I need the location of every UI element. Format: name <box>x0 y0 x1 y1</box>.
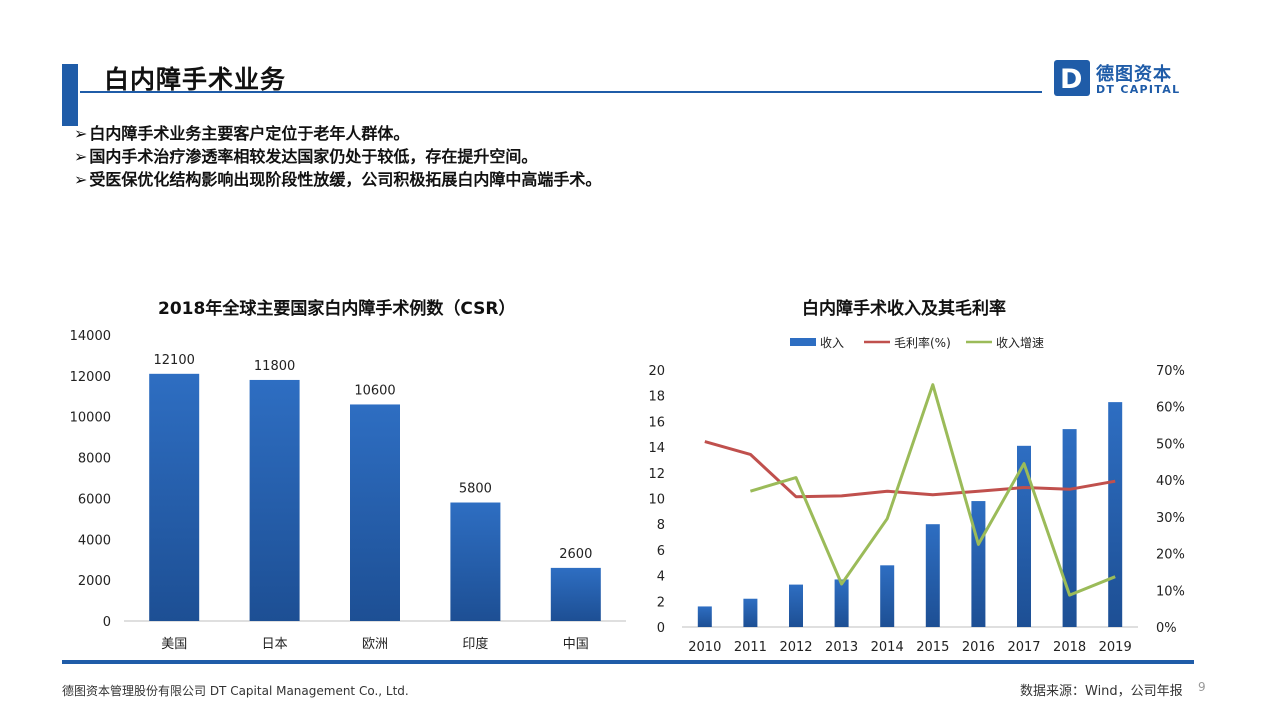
x-tick-label: 2013 <box>825 640 858 655</box>
bar-revenue-2019 <box>1108 402 1123 627</box>
legend-swatch-revenue <box>790 338 816 346</box>
x-tick-label: 2018 <box>1053 640 1086 655</box>
y-left-tick-label: 8 <box>657 518 665 533</box>
x-tick-label: 美国 <box>161 637 187 652</box>
y-left-tick-label: 6 <box>657 544 665 559</box>
y-right-tick-label: 50% <box>1156 437 1185 452</box>
footer-line <box>62 660 1194 664</box>
x-tick-label: 2011 <box>734 640 767 655</box>
x-tick-label: 2015 <box>916 640 949 655</box>
y-tick-label: 6000 <box>78 492 111 507</box>
y-tick-label: 12000 <box>70 370 111 385</box>
legend-label: 收入 <box>820 336 844 350</box>
y-tick-label: 2000 <box>78 574 111 589</box>
bullet-item: ➢ 受医保优化结构影响出现阶段性放缓，公司积极拓展白内障中高端手术。 <box>74 170 602 189</box>
x-tick-label: 2010 <box>688 640 721 655</box>
y-tick-label: 14000 <box>70 329 111 344</box>
line-revenue-growth <box>749 383 1116 597</box>
x-tick-label: 印度 <box>462 636 488 652</box>
data-label: 10600 <box>354 383 395 398</box>
y-right-tick-label: 20% <box>1156 548 1185 563</box>
chart2-title: 白内障手术收入及其毛利率 <box>802 299 1006 319</box>
arrow-bullet-icon: ➢ <box>74 147 88 166</box>
y-right-tick-label: 40% <box>1156 474 1185 489</box>
x-tick-label: 2012 <box>779 640 812 655</box>
x-tick-label: 2019 <box>1099 640 1132 655</box>
bar-revenue-2016 <box>971 501 986 627</box>
x-tick-label: 日本 <box>262 637 288 652</box>
y-left-tick-label: 0 <box>657 621 665 636</box>
title-accent-bar <box>62 64 78 126</box>
dt-capital-logo: D 德图资本 DT CAPITAL <box>1054 60 1184 100</box>
y-left-tick-label: 12 <box>648 467 665 482</box>
logo-text-en: DT CAPITAL <box>1096 83 1181 96</box>
bar-revenue-2015 <box>925 524 940 627</box>
bar-美国 <box>149 373 200 621</box>
page-number: 9 <box>1198 680 1206 694</box>
arrow-bullet-icon: ➢ <box>74 124 88 143</box>
footer-source: 数据来源：Wind，公司年报 <box>1020 684 1183 699</box>
y-left-tick-label: 10 <box>648 493 665 508</box>
bar-revenue-2017 <box>1017 445 1031 627</box>
bar-欧洲 <box>350 404 400 621</box>
y-right-tick-label: 0% <box>1156 621 1177 636</box>
x-tick-label: 中国 <box>563 637 589 652</box>
y-right-tick-label: 70% <box>1156 364 1185 379</box>
bar-revenue-2013 <box>834 579 849 627</box>
bar-中国 <box>550 567 601 621</box>
title-underline <box>80 91 1042 93</box>
chart1-title: 2018年全球主要国家白内障手术例数（CSR） <box>158 299 516 319</box>
bar-日本 <box>249 379 300 621</box>
bullet-item: ➢ 白内障手术业务主要客户定位于老年人群体。 <box>74 124 410 143</box>
y-tick-label: 10000 <box>70 411 111 426</box>
x-tick-label: 2014 <box>871 640 904 655</box>
x-tick-label: 欧洲 <box>362 637 388 652</box>
bar-revenue-2011 <box>743 598 758 627</box>
data-label: 5800 <box>459 482 492 497</box>
data-label: 11800 <box>254 359 295 374</box>
data-label: 12100 <box>154 353 195 368</box>
chart1-surgery-counts: 0 2000 4000 6000 8000 10000 12000 14000 12100 美国 1… <box>70 329 626 652</box>
logo-mark-icon: D <box>1054 60 1090 96</box>
x-tick-label: 2017 <box>1007 640 1040 655</box>
y-left-tick-label: 2 <box>657 595 665 610</box>
y-tick-label: 4000 <box>78 533 111 548</box>
page-title: 白内障手术业务 <box>104 65 287 94</box>
y-left-tick-label: 18 <box>648 390 665 405</box>
bar-revenue-2018 <box>1062 429 1077 627</box>
y-tick-label: 8000 <box>78 452 111 467</box>
bar-revenue-2010 <box>697 606 712 627</box>
y-tick-label: 0 <box>103 615 111 630</box>
legend-label: 收入增速 <box>996 336 1044 350</box>
line-gross-margin <box>704 440 1116 499</box>
bullet-list: ➢ 白内障手术业务主要客户定位于老年人群体。 ➢ 国内手术治疗渗透率相较发达国家仍处… <box>74 122 601 191</box>
arrow-bullet-icon: ➢ <box>74 170 88 189</box>
y-right-tick-label: 10% <box>1156 584 1185 599</box>
y-right-tick-label: 60% <box>1156 401 1185 416</box>
legend-label: 毛利率(%) <box>894 335 951 350</box>
y-left-tick-label: 16 <box>648 415 665 430</box>
bar-印度 <box>450 502 501 621</box>
y-left-tick-label: 14 <box>648 441 665 456</box>
bar-revenue-2012 <box>789 584 803 627</box>
x-tick-label: 2016 <box>962 640 995 655</box>
bullet-item: ➢ 国内手术治疗渗透率相较发达国家仍处于较低，存在提升空间。 <box>74 147 538 166</box>
footer-company: 德图资本管理股份有限公司 DT Capital Management Co., … <box>62 684 409 698</box>
y-left-tick-label: 4 <box>657 570 665 585</box>
chart2-revenue-margin: 收入 毛利率(%) 收入增速 0 2 4 6 8 10 12 14 16 18 20 0% 10% 20% 30%… <box>648 335 1185 655</box>
data-label: 2600 <box>559 547 592 562</box>
y-left-tick-label: 20 <box>648 364 665 379</box>
bar-revenue-2014 <box>880 565 895 627</box>
y-right-tick-label: 30% <box>1156 511 1185 526</box>
logo-text-cn: 德图资本 <box>1096 64 1172 85</box>
